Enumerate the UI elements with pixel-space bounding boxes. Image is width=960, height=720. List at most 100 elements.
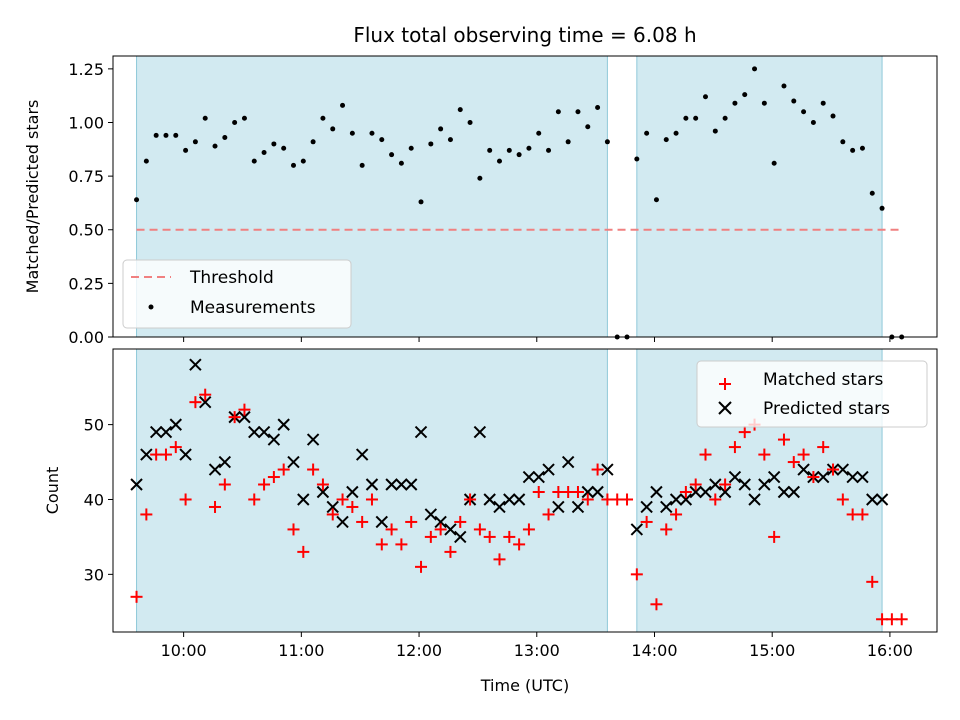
matched-stars-point bbox=[444, 545, 457, 558]
measurement-point bbox=[840, 139, 846, 145]
measurement-point bbox=[496, 158, 502, 164]
measurement-point bbox=[183, 147, 189, 153]
measurement-point bbox=[546, 147, 552, 153]
matched-stars-point bbox=[267, 471, 280, 484]
predicted-stars-point bbox=[709, 478, 722, 491]
y-tick-label: 30 bbox=[84, 565, 104, 584]
predicted-stars-point bbox=[718, 485, 732, 499]
matched-stars-point bbox=[199, 388, 212, 401]
measurement-point bbox=[634, 156, 640, 162]
matched-stars-point bbox=[660, 523, 673, 536]
predicted-stars-point bbox=[130, 478, 143, 491]
matched-stars-point bbox=[709, 493, 722, 506]
measurement-point bbox=[261, 150, 267, 156]
measurement-point bbox=[712, 128, 718, 134]
y-tick-label: 1.00 bbox=[68, 113, 104, 132]
matched-stars-point bbox=[365, 493, 378, 506]
predicted-stars-point bbox=[218, 455, 232, 469]
predicted-stars-point bbox=[444, 523, 457, 536]
measurement-point bbox=[438, 126, 444, 132]
predicted-stars-point bbox=[189, 358, 202, 371]
predicted-stars-point bbox=[267, 433, 281, 446]
predicted-stars-point bbox=[522, 470, 536, 484]
matched-stars-point bbox=[777, 433, 790, 446]
predicted-stars-point bbox=[571, 500, 585, 514]
predicted-stars-point bbox=[767, 470, 781, 484]
matched-stars-point bbox=[503, 530, 516, 543]
matched-stars-point bbox=[405, 515, 418, 528]
bottom-plot-marks bbox=[130, 358, 908, 626]
predicted-stars-point bbox=[866, 493, 879, 506]
measurement-point bbox=[202, 115, 208, 121]
predicted-stars-point bbox=[552, 500, 565, 514]
legend-predicted-swatch bbox=[718, 401, 732, 415]
legend-matched-label: Matched stars bbox=[763, 370, 883, 390]
matched-stars-point bbox=[356, 515, 369, 528]
matched-stars-point bbox=[434, 523, 447, 536]
predicted-stars-point bbox=[503, 493, 516, 506]
matched-stars-point bbox=[395, 538, 408, 551]
predicted-stars-point bbox=[875, 493, 889, 506]
bottom-legend: Matched stars Predicted stars bbox=[696, 360, 928, 428]
measurement-point bbox=[565, 139, 571, 145]
x-tick-label: 13:00 bbox=[514, 641, 560, 660]
y-tick-label: 0.25 bbox=[68, 274, 104, 293]
measurement-point bbox=[143, 158, 149, 164]
measurement-point bbox=[389, 152, 395, 158]
predicted-stars-point bbox=[336, 515, 349, 529]
predicted-stars-point bbox=[601, 463, 614, 476]
matched-stars-point bbox=[895, 613, 908, 626]
matched-stars-point bbox=[464, 493, 477, 506]
measurement-point bbox=[467, 119, 473, 125]
predicted-stars-point bbox=[257, 425, 271, 439]
predicted-stars-point bbox=[140, 448, 153, 461]
matched-stars-point bbox=[571, 485, 584, 498]
predicted-stars-point bbox=[199, 395, 212, 409]
matched-stars-point bbox=[336, 493, 349, 506]
measurement-point bbox=[859, 145, 865, 151]
predicted-stars-point bbox=[326, 500, 339, 514]
measurement-point bbox=[555, 109, 561, 115]
top-legend: Threshold Measurements bbox=[122, 259, 352, 329]
x-tick-label: 10:00 bbox=[161, 641, 207, 660]
measurement-point bbox=[163, 132, 169, 138]
matched-stars-point bbox=[424, 530, 437, 543]
predicted-stars-point bbox=[640, 500, 653, 514]
measurement-point bbox=[153, 132, 159, 138]
matched-stars-point bbox=[228, 411, 241, 424]
measurement-point bbox=[801, 109, 807, 115]
matched-stars-point bbox=[699, 448, 712, 461]
predicted-stars-point bbox=[169, 418, 182, 431]
predicted-stars-point bbox=[660, 500, 673, 514]
measurement-point bbox=[173, 132, 179, 138]
measurement-point bbox=[222, 135, 228, 141]
matched-stars-point bbox=[513, 538, 526, 551]
measurement-point bbox=[653, 197, 659, 203]
measurement-point bbox=[702, 94, 708, 100]
y-tick-label: 50 bbox=[84, 416, 104, 435]
predicted-stars-point bbox=[493, 500, 506, 514]
predicted-stars-point bbox=[699, 485, 712, 499]
predicted-stars-point bbox=[365, 478, 379, 491]
matched-stars-point bbox=[297, 545, 310, 558]
predicted-stars-point bbox=[846, 470, 859, 484]
measurement-point bbox=[340, 102, 346, 108]
predicted-stars-point bbox=[758, 478, 771, 491]
bottom-x-ticks: 10:00 11:00 12:00 13:00 14:00 15:00 16:00 bbox=[161, 632, 913, 660]
bottom-legend-box bbox=[696, 360, 928, 428]
matched-stars-point bbox=[807, 471, 820, 484]
matched-stars-point bbox=[238, 403, 251, 416]
measurement-point bbox=[281, 145, 287, 151]
measurement-point bbox=[536, 130, 542, 136]
predicted-stars-point bbox=[483, 493, 496, 506]
matched-stars-point bbox=[346, 500, 359, 513]
matched-stars-point bbox=[326, 508, 339, 521]
legend-measurements-label: Measurements bbox=[190, 298, 316, 318]
measurement-point bbox=[359, 162, 365, 168]
measurement-point bbox=[134, 197, 140, 203]
matched-stars-point bbox=[797, 448, 810, 461]
y-tick-label: 0.50 bbox=[68, 221, 104, 240]
predicted-stars-point bbox=[836, 463, 850, 476]
measurement-point bbox=[742, 92, 748, 98]
